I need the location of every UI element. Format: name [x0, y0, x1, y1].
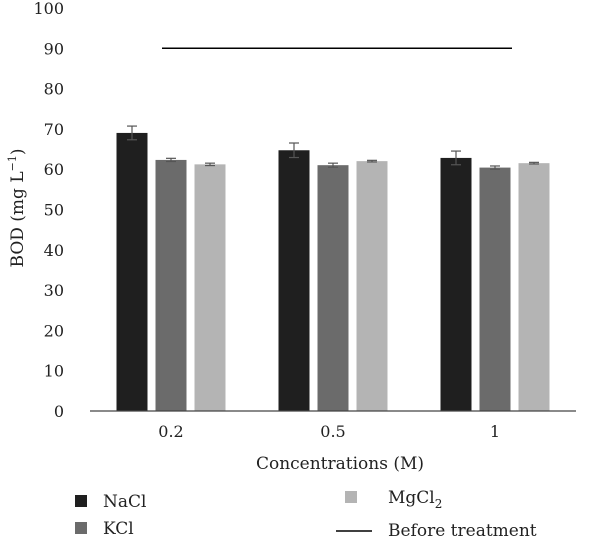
x-tick-label: 0.5: [320, 422, 345, 441]
y-axis-title: BOD (mg L−1): [6, 149, 28, 268]
y-tick-label: 10: [44, 362, 64, 381]
y-tick-label: 100: [33, 0, 64, 18]
y-tick-label: 80: [44, 80, 64, 99]
bar-kcl-0.5: [317, 165, 349, 411]
bar-group: [116, 132, 550, 411]
legend-label-mgcl2: MgCl2: [388, 488, 442, 511]
bar-nacl-0.2: [116, 132, 148, 411]
bar-kcl-0.2: [155, 159, 187, 411]
legend-swatch-kcl: [75, 522, 87, 534]
bar-nacl-0.5: [278, 150, 310, 411]
legend-label-kcl: KCl: [103, 519, 134, 538]
y-axis-title-close: ): [8, 149, 28, 156]
y-tick-label: 20: [44, 321, 64, 340]
bar-mgcl-0.5: [356, 161, 388, 411]
legend-label-nacl: NaCl: [103, 492, 146, 512]
legend-swatch-mgcl2: [345, 491, 357, 503]
y-axis-ticks: 0 10 20 30 40 50 60 70 80 90 100: [33, 0, 64, 421]
legend-label-mgcl2-main: MgCl: [388, 488, 435, 508]
bar-mgcl-0.2: [194, 164, 226, 411]
error-bar-group: [127, 125, 539, 170]
bar-kcl-1: [479, 167, 511, 411]
bar-mgcl-1: [518, 163, 550, 411]
bar-nacl-1: [440, 157, 472, 411]
y-tick-label: 30: [44, 281, 64, 300]
y-tick-label: 40: [44, 241, 64, 260]
x-tick-label: 1: [490, 422, 500, 441]
y-tick-label: 0: [54, 402, 64, 421]
legend-swatch-nacl: [75, 495, 87, 507]
legend: NaCl KCl MgCl2 Before treatment: [75, 488, 537, 538]
y-tick-label: 70: [44, 120, 64, 139]
y-axis-title-superscript: −1: [6, 155, 19, 171]
legend-label-before-treatment: Before treatment: [388, 521, 537, 538]
y-tick-label: 50: [44, 201, 64, 220]
x-axis-title: Concentrations (M): [256, 454, 424, 474]
x-axis-ticks: 0.2 0.5 1: [158, 422, 500, 441]
x-tick-label: 0.2: [158, 422, 183, 441]
legend-label-mgcl2-subscript: 2: [435, 497, 443, 511]
y-axis-title-main: BOD (mg L: [8, 171, 28, 267]
y-tick-label: 90: [44, 39, 64, 58]
y-tick-label: 60: [44, 160, 64, 179]
